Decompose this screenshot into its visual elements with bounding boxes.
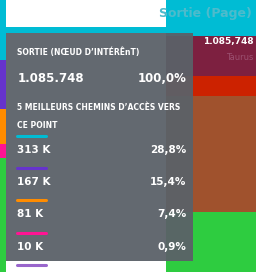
Text: 81 K: 81 K <box>17 209 44 220</box>
Text: 5 MEILLEURS CHEMINS D’ACCÈS VERS: 5 MEILLEURS CHEMINS D’ACCÈS VERS <box>17 103 181 112</box>
Bar <box>166 96 256 212</box>
Bar <box>0 0 6 60</box>
Text: 313 K: 313 K <box>17 145 51 155</box>
Bar <box>0 109 6 144</box>
Text: 1.085,748: 1.085,748 <box>203 37 253 46</box>
Bar <box>166 76 256 96</box>
Text: 1.085.748: 1.085.748 <box>17 72 84 85</box>
Text: 0,9%: 0,9% <box>157 242 186 252</box>
Bar <box>166 0 256 36</box>
Bar <box>0 158 6 272</box>
Text: 10 K: 10 K <box>17 242 44 252</box>
Text: 15,4%: 15,4% <box>150 177 186 187</box>
Bar <box>166 212 256 272</box>
Text: 28,8%: 28,8% <box>150 145 186 155</box>
Bar <box>0 60 6 109</box>
Text: Taurus: Taurus <box>226 53 253 62</box>
Bar <box>6 33 193 261</box>
Bar <box>166 36 256 76</box>
Text: 100,0%: 100,0% <box>137 72 186 85</box>
Text: CE POINT: CE POINT <box>17 121 58 130</box>
Text: Sortie (Page): Sortie (Page) <box>159 7 252 20</box>
Text: SORTIE (NŒUD D’INTÉRÊnT): SORTIE (NŒUD D’INTÉRÊnT) <box>17 48 140 57</box>
Bar <box>0 27 166 33</box>
Text: 7,4%: 7,4% <box>157 209 186 220</box>
Bar <box>0 144 6 158</box>
Text: 167 K: 167 K <box>17 177 51 187</box>
